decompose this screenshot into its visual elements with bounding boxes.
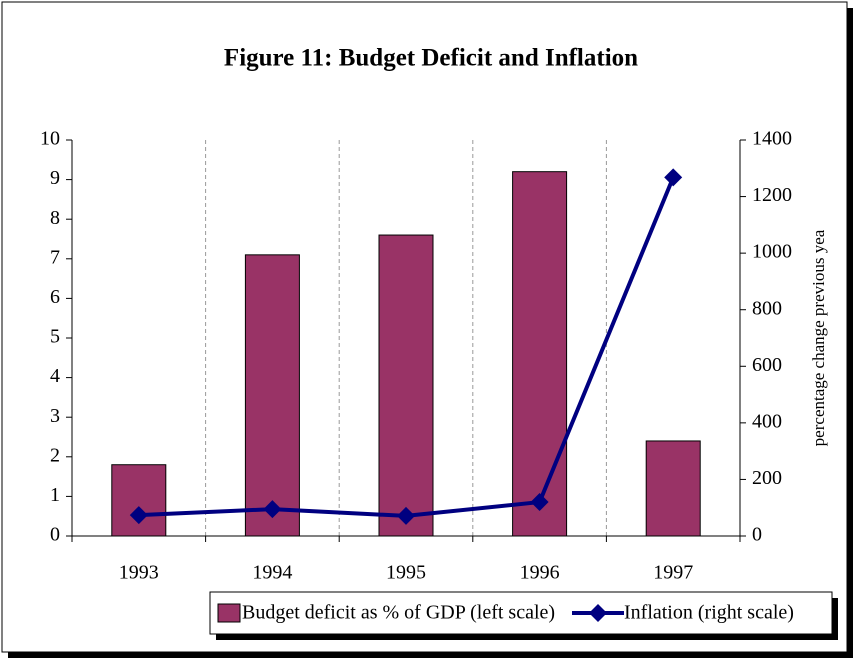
y-tick-label: 8 — [50, 207, 60, 229]
legend — [209, 591, 833, 635]
y-tick-label: 10 — [40, 128, 60, 150]
marker — [263, 500, 282, 519]
x-tick-label: 1997 — [653, 562, 693, 584]
y2-tick-label: 800 — [752, 297, 782, 319]
x-tick-label: 1994 — [252, 562, 292, 584]
legend-label: Budget deficit as % of GDP (left scale) — [242, 602, 555, 624]
y2-tick-label: 600 — [752, 354, 782, 376]
y2-tick-label: 400 — [752, 410, 782, 432]
y-tick-label: 3 — [50, 405, 60, 427]
y2-tick-label: 1400 — [752, 128, 792, 150]
y-tick-label: 1 — [50, 484, 60, 506]
marker — [397, 506, 415, 525]
x-tick-label: 1993 — [119, 562, 159, 584]
marker — [129, 506, 148, 525]
y2-tick-label: 1200 — [752, 184, 792, 206]
y-tick-label: 5 — [50, 326, 60, 348]
legend-swatch — [217, 603, 241, 623]
bar — [512, 171, 568, 537]
bar — [111, 464, 167, 537]
y2-tick-label: 200 — [752, 467, 782, 489]
marker — [664, 168, 683, 187]
x-tick-label: 1995 — [386, 562, 426, 584]
chart-title: Figure 11: Budget Deficit and Inflation — [224, 45, 638, 72]
y-tick-label: 0 — [50, 524, 60, 546]
bar — [378, 234, 434, 537]
bar — [244, 254, 300, 537]
y-tick-label: 2 — [50, 444, 60, 466]
y-tick-label: 6 — [50, 286, 60, 308]
bar — [645, 440, 701, 537]
y2-axis-label: percentage change previous yea — [809, 229, 828, 446]
legend-label: Inflation (right scale) — [624, 602, 794, 624]
legend-marker — [589, 604, 607, 622]
y-tick-label: 7 — [50, 246, 60, 268]
y-tick-label: 4 — [50, 365, 60, 387]
marker — [530, 493, 549, 512]
x-tick-label: 1996 — [520, 562, 560, 584]
y2-tick-label: 1000 — [752, 241, 792, 263]
y-tick-label: 9 — [50, 167, 60, 189]
y2-tick-label: 0 — [752, 524, 762, 546]
